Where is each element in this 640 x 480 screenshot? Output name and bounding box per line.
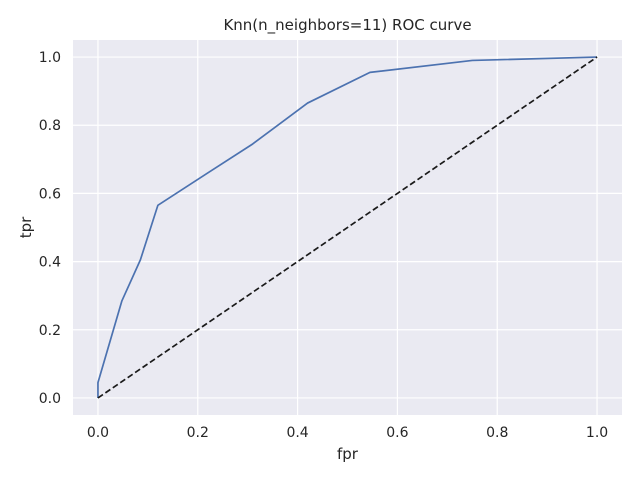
- grid: [73, 40, 622, 415]
- roc-curve-line: [97, 56, 598, 398]
- y-axis-label: tpr: [17, 216, 35, 238]
- chance-diagonal-line: [97, 56, 598, 399]
- x-axis-label: fpr: [337, 445, 359, 463]
- y-tick-label: 0.6: [39, 186, 61, 202]
- tick-labels: 0.0 0.2 0.4 0.6 0.8 1.0 0.0 0.2 0.4 0.6 0.8 1.0: [39, 50, 608, 441]
- y-tick-label: 1.0: [39, 50, 61, 66]
- x-tick-label: 0.4: [286, 425, 308, 441]
- y-tick-label: 0.0: [39, 391, 61, 407]
- x-tick-label: 1.0: [586, 425, 608, 441]
- series-group: [97, 56, 598, 399]
- y-tick-label: 0.4: [39, 255, 61, 271]
- chart-title: Knn(n_neighbors=11) ROC curve: [223, 16, 471, 35]
- y-tick-label: 0.8: [39, 118, 61, 134]
- x-tick-label: 0.2: [187, 425, 209, 441]
- x-tick-label: 0.8: [486, 425, 508, 441]
- y-tick-label: 0.2: [39, 323, 61, 339]
- x-tick-label: 0.6: [386, 425, 408, 441]
- x-tick-label: 0.0: [87, 425, 109, 441]
